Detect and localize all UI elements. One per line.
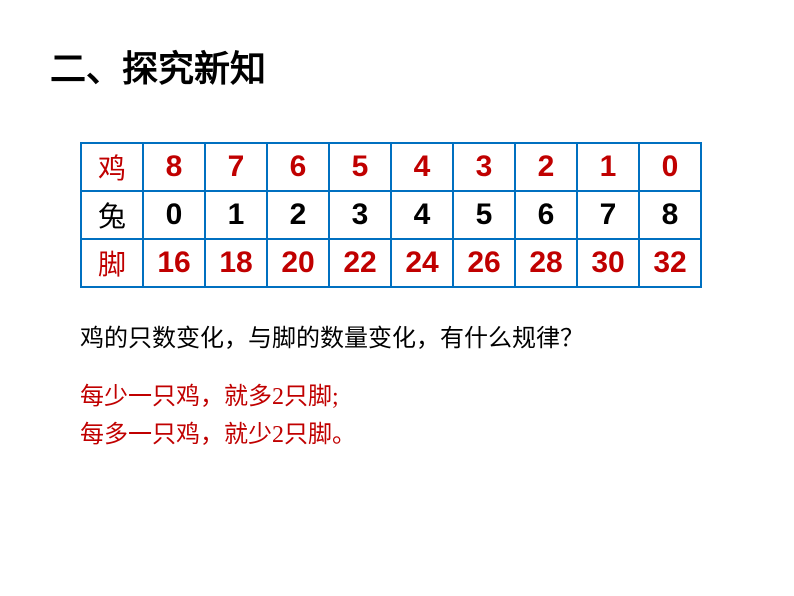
table-cell: 16	[143, 239, 205, 287]
table-cell: 22	[329, 239, 391, 287]
table-cell: 32	[639, 239, 701, 287]
table-cell: 5	[329, 143, 391, 191]
table-cell: 1	[577, 143, 639, 191]
table-cell: 24	[391, 239, 453, 287]
table-row-rabbit: 兔 0 1 2 3 4 5 6 7 8	[81, 191, 701, 239]
table-cell: 20	[267, 239, 329, 287]
data-table-container: 鸡 8 7 6 5 4 3 2 1 0 兔 0 1 2 3 4 5 6 7 8 …	[80, 142, 744, 288]
row-label-rabbit: 兔	[81, 191, 143, 239]
table-cell: 7	[205, 143, 267, 191]
question-text: 鸡的只数变化，与脚的数量变化，有什么规律？	[80, 318, 744, 353]
answer-line-1: 每少一只鸡，就多2只脚;	[80, 378, 744, 416]
section-heading: 二、探究新知	[50, 40, 744, 92]
table-cell: 3	[329, 191, 391, 239]
table-cell: 4	[391, 191, 453, 239]
answer-block: 每少一只鸡，就多2只脚; 每多一只鸡，就少2只脚。	[80, 378, 744, 455]
chicken-rabbit-table: 鸡 8 7 6 5 4 3 2 1 0 兔 0 1 2 3 4 5 6 7 8 …	[80, 142, 702, 288]
table-cell: 8	[639, 191, 701, 239]
table-cell: 5	[453, 191, 515, 239]
table-cell: 2	[267, 191, 329, 239]
table-cell: 8	[143, 143, 205, 191]
table-cell: 3	[453, 143, 515, 191]
table-cell: 26	[453, 239, 515, 287]
table-cell: 0	[639, 143, 701, 191]
table-row-feet: 脚 16 18 20 22 24 26 28 30 32	[81, 239, 701, 287]
table-cell: 28	[515, 239, 577, 287]
table-cell: 2	[515, 143, 577, 191]
table-cell: 18	[205, 239, 267, 287]
table-cell: 6	[267, 143, 329, 191]
table-cell: 1	[205, 191, 267, 239]
answer-line-2: 每多一只鸡，就少2只脚。	[80, 416, 744, 454]
table-cell: 4	[391, 143, 453, 191]
table-cell: 30	[577, 239, 639, 287]
table-row-chicken: 鸡 8 7 6 5 4 3 2 1 0	[81, 143, 701, 191]
table-cell: 6	[515, 191, 577, 239]
table-cell: 7	[577, 191, 639, 239]
row-label-feet: 脚	[81, 239, 143, 287]
table-cell: 0	[143, 191, 205, 239]
row-label-chicken: 鸡	[81, 143, 143, 191]
